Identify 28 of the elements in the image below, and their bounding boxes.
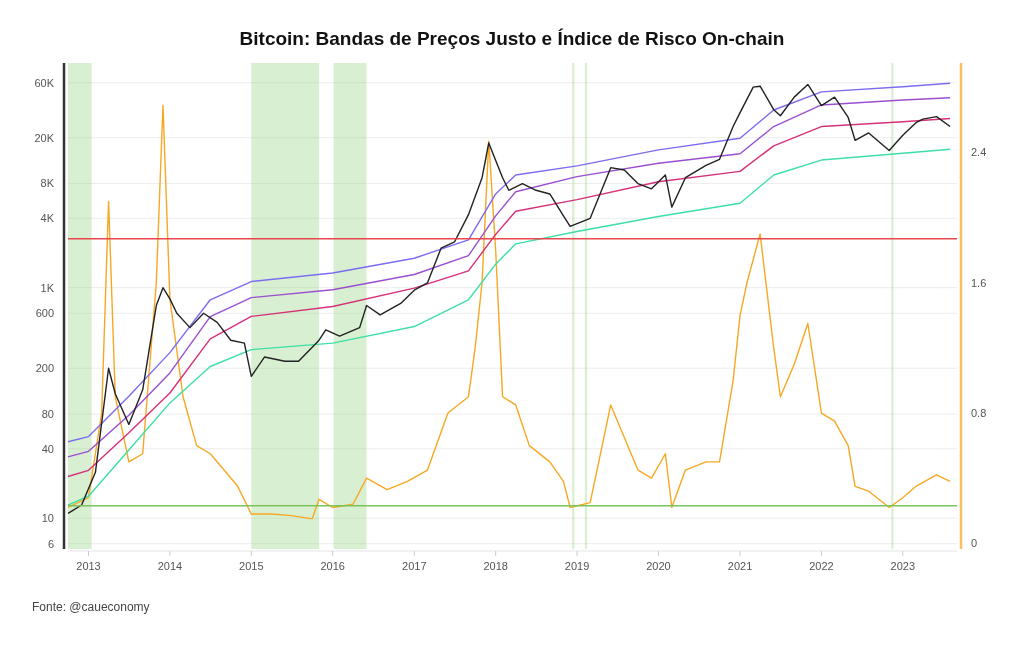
y-tick-label: 4K xyxy=(40,212,55,225)
y-tick-label: 8K xyxy=(40,177,55,190)
x-tick-label: 2017 xyxy=(402,560,427,572)
x-tick-label: 2015 xyxy=(239,560,264,572)
x-tick-label: 2023 xyxy=(890,560,916,572)
y-tick-label: 40 xyxy=(41,442,54,455)
y-tick-label: 600 xyxy=(35,307,54,320)
y2-tick-label: 2.4 xyxy=(971,146,987,159)
x-tick-label: 2019 xyxy=(564,560,590,572)
y-tick-label: 20K xyxy=(34,131,55,144)
y2-tick-label: 1.6 xyxy=(971,276,987,289)
y-tick-label: 60K xyxy=(34,76,55,89)
y-tick-label: 6 xyxy=(47,537,54,550)
x-tick-label: 2013 xyxy=(76,560,101,572)
x-tick-label: 2018 xyxy=(483,560,508,572)
x-tick-label: 2014 xyxy=(157,560,183,572)
y-tick-label: 80 xyxy=(41,407,54,420)
x-tick-label: 2016 xyxy=(320,560,345,572)
y2-tick-label: 0.8 xyxy=(971,406,987,419)
y2-tick-label: 0 xyxy=(971,537,978,550)
x-tick-label: 2022 xyxy=(809,560,834,572)
y-tick-label: 200 xyxy=(35,362,54,375)
x-tick-label: 2020 xyxy=(646,560,671,572)
source-note: Fonte: @caueconomy xyxy=(32,600,150,614)
y-tick-label: 1K xyxy=(40,281,55,294)
y-tick-label: 10 xyxy=(41,512,54,525)
x-tick-label: 2021 xyxy=(727,560,753,572)
chart-title: Bitcoin: Bandas de Preços Justo e Índice de Risco On-chain xyxy=(239,28,785,49)
